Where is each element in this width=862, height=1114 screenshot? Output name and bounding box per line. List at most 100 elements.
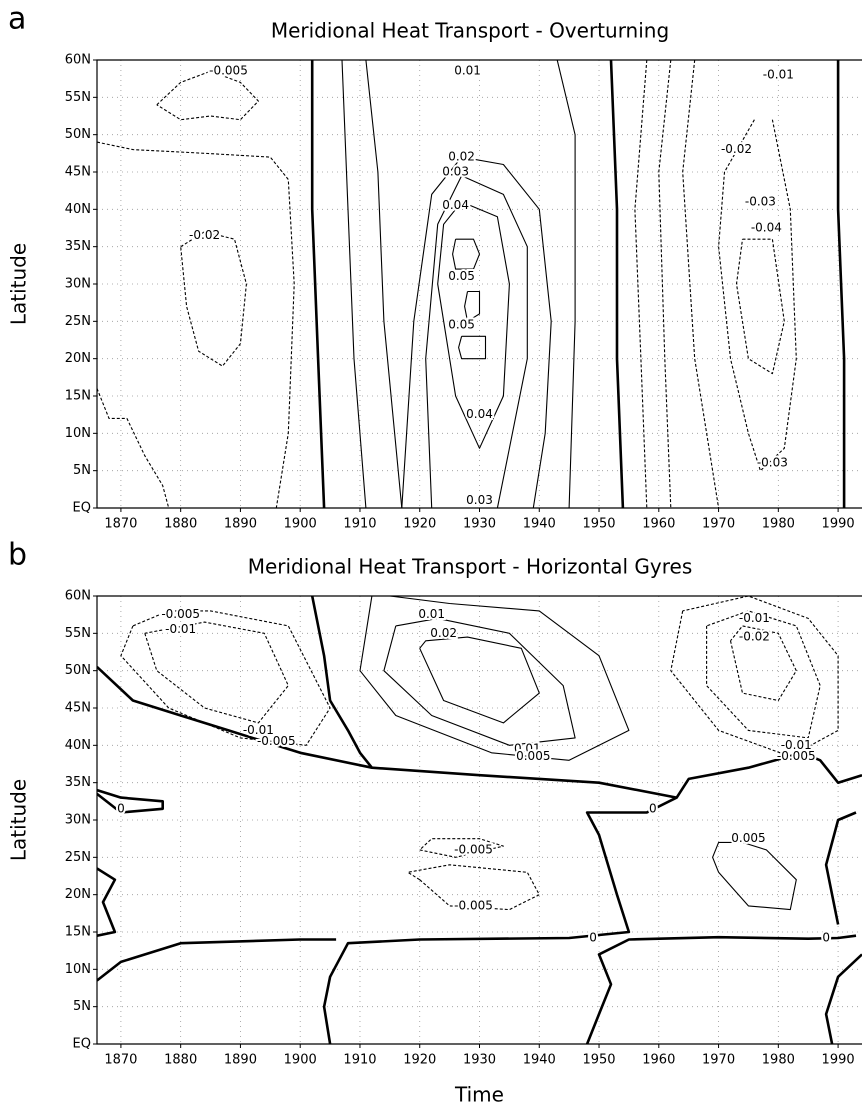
- panel-label: a: [8, 2, 26, 37]
- contour-line: [310, 596, 373, 769]
- contour-line: [735, 238, 785, 375]
- contour-line: [452, 238, 481, 270]
- y-tick-label: 10N: [65, 426, 91, 441]
- contour-label: -0.03: [745, 194, 776, 208]
- x-tick-label: 1990: [822, 1053, 855, 1068]
- contour-line: [425, 175, 528, 508]
- contour-line: [658, 60, 672, 508]
- contour-line: [675, 751, 862, 799]
- x-tick-label: 1980: [762, 1053, 795, 1068]
- contour-line: [359, 596, 630, 761]
- y-tick-label: 25N: [65, 850, 91, 865]
- contour-line: [824, 811, 857, 925]
- y-tick-label: 40N: [65, 202, 91, 217]
- x-axis-label: Time: [454, 1083, 504, 1107]
- contour-line: [180, 231, 247, 367]
- contour-label: -0.005: [454, 898, 493, 912]
- x-tick-label: 1870: [104, 1053, 137, 1068]
- contour-line: [97, 141, 295, 508]
- x-tick-label: 1940: [523, 517, 556, 532]
- y-tick-label: 15N: [65, 925, 91, 940]
- x-tick-label: 1930: [463, 517, 496, 532]
- x-tick-label: 1880: [164, 517, 197, 532]
- contour-label: 0.02: [430, 626, 457, 640]
- y-tick-label: EQ: [73, 1037, 91, 1052]
- x-tick-label: 1950: [582, 1053, 615, 1068]
- y-tick-label: 35N: [65, 239, 91, 254]
- contour-line: [97, 938, 337, 982]
- contour-line: [718, 119, 797, 472]
- contour-line: [144, 621, 289, 724]
- y-tick-label: 45N: [65, 701, 91, 716]
- x-tick-label: 1980: [762, 517, 795, 532]
- x-tick-label: 1960: [642, 1053, 675, 1068]
- contour-label: -0.01: [243, 723, 274, 737]
- contour-line: [419, 636, 540, 724]
- contour-label: 0.05: [448, 318, 475, 332]
- contour-line: [634, 60, 648, 508]
- contour-label: 0.03: [466, 493, 493, 507]
- contour-label: 0.02: [448, 150, 475, 164]
- contour-label: -0.04: [751, 221, 782, 235]
- contour-line: [670, 596, 839, 758]
- contour-line: [97, 388, 170, 508]
- contour-label: -0.01: [781, 738, 812, 752]
- y-tick-label: EQ: [73, 501, 91, 516]
- contour-label: 0.01: [418, 607, 445, 621]
- x-tick-label: 1970: [702, 517, 735, 532]
- y-tick-label: 40N: [65, 738, 91, 753]
- x-tick-label: 1880: [164, 1053, 197, 1068]
- contour-label: -0.005: [161, 607, 200, 621]
- x-tick-label: 1870: [104, 517, 137, 532]
- contour-label: 0.005: [731, 831, 765, 845]
- plot-frame: [96, 595, 862, 1045]
- x-tick-label: 1890: [224, 517, 257, 532]
- y-tick-label: 60N: [65, 53, 91, 68]
- contour-line: [419, 838, 504, 858]
- x-tick-label: 1900: [284, 1053, 317, 1068]
- contour-line: [310, 60, 326, 508]
- contour-label: -0.005: [777, 749, 816, 763]
- contour-line: [120, 610, 331, 746]
- y-tick-label: 50N: [65, 127, 91, 142]
- contour-label: -0.02: [739, 630, 770, 644]
- contour-line: [407, 864, 540, 911]
- contour-label: 0: [822, 930, 830, 944]
- y-tick-label: 30N: [65, 813, 91, 828]
- contour-label: 0.03: [442, 165, 469, 179]
- contour-label: 0.04: [442, 198, 469, 212]
- y-axis-label: Latitude: [7, 779, 31, 861]
- y-axis-label: Latitude: [7, 243, 31, 325]
- contour-line: [437, 201, 510, 449]
- x-tick-label: 1930: [463, 1053, 496, 1068]
- x-tick-label: 1960: [642, 517, 675, 532]
- contour-line: [341, 60, 367, 508]
- contour-label: -0.005: [257, 734, 296, 748]
- plot-frame: [96, 59, 862, 509]
- contour-label: -0.01: [165, 622, 196, 636]
- chart-title: Meridional Heat Transport - Horizontal G…: [248, 555, 693, 579]
- contour-line: [401, 156, 552, 508]
- contour-label: 0.05: [448, 269, 475, 283]
- contour-line: [729, 625, 797, 702]
- contour-line: [556, 60, 576, 508]
- contour-label: 0.01: [454, 64, 481, 78]
- contour-line: [383, 617, 576, 746]
- plot-area: -0.005-0.020.010.020.030.040.050.050.040…: [97, 60, 846, 508]
- y-tick-label: 25N: [65, 314, 91, 329]
- contour-label: -0.005: [454, 842, 493, 856]
- contour-line: [97, 665, 678, 1044]
- x-tick-label: 1920: [403, 1053, 436, 1068]
- x-tick-label: 1990: [822, 517, 855, 532]
- contour-label: 0.04: [466, 407, 493, 421]
- y-tick-label: 55N: [65, 626, 91, 641]
- contour-line: [365, 60, 403, 508]
- x-tick-label: 1940: [523, 1053, 556, 1068]
- plot-area: -0.005-0.01-0.01-0.0050.010.020.010.0050…: [97, 596, 862, 1044]
- x-tick-label: 1890: [224, 1053, 257, 1068]
- contour-label: -0.01: [763, 67, 794, 81]
- contour-label: -0.02: [189, 228, 220, 242]
- contour-line: [712, 841, 797, 911]
- y-tick-label: 10N: [65, 962, 91, 977]
